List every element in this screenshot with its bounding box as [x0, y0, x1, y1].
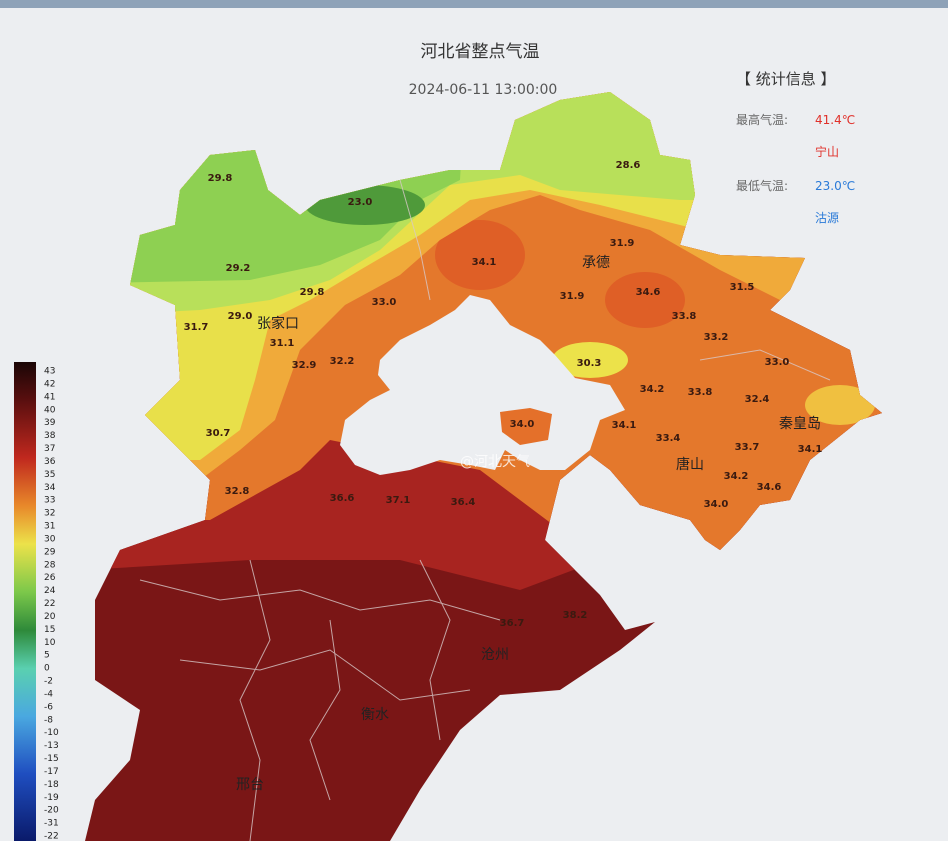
- city-name: 秦皇岛: [779, 416, 821, 432]
- legend-label: 40: [44, 405, 56, 415]
- city-name: 衡水: [361, 707, 389, 723]
- boundaries: [139, 179, 831, 841]
- legend-label: 20: [44, 612, 56, 622]
- station-value: 32.9: [292, 360, 317, 371]
- legend-label: 24: [44, 586, 56, 596]
- station-value: 33.0: [372, 297, 397, 308]
- station-value: 36.4: [451, 497, 476, 508]
- city-name: 张家口: [257, 315, 299, 332]
- station-value: 29.8: [208, 173, 233, 184]
- station-value: 34.0: [510, 419, 535, 430]
- station-value: 32.2: [330, 356, 355, 367]
- station-value: 31.9: [610, 238, 635, 249]
- legend-label: 29: [44, 547, 56, 557]
- legend-label: 26: [44, 573, 56, 583]
- legend-label: -6: [44, 702, 53, 712]
- station-value: 32.8: [225, 486, 250, 497]
- station-value: 34.1: [472, 257, 497, 268]
- legend-label: 41: [44, 392, 55, 402]
- station-value: 34.0: [704, 499, 729, 510]
- station-value: 29.0: [228, 311, 253, 322]
- max-value: 41.4℃: [815, 113, 855, 127]
- legend-label: 0: [44, 664, 50, 674]
- station-value: 37.1: [386, 495, 411, 506]
- beijing-tianjin-area: [340, 295, 625, 475]
- max-label: 最高气温:: [736, 112, 788, 127]
- legend-label: 38: [44, 431, 56, 441]
- top-bar: [0, 0, 948, 8]
- legend-label: -18: [44, 780, 59, 790]
- legend-label: -4: [44, 689, 53, 699]
- tianjin-patch: [500, 408, 552, 445]
- watermark: @河北天气: [460, 454, 530, 470]
- legend-label: 15: [44, 625, 55, 635]
- station-value: 28.6: [616, 160, 641, 171]
- station-value: 36.6: [330, 493, 355, 504]
- legend-label: 5: [44, 651, 50, 661]
- legend-label: -20: [44, 806, 59, 816]
- legend-colorbar: [14, 362, 36, 841]
- station-value: 34.6: [757, 482, 782, 493]
- city-name: 沧州: [481, 646, 509, 663]
- station-value: 32.4: [745, 394, 770, 405]
- station-value: 31.1: [270, 338, 295, 349]
- legend-label: -15: [44, 754, 59, 764]
- legend-label: 36: [44, 457, 56, 467]
- legend-label: 37: [44, 444, 55, 454]
- legend-label: 43: [44, 367, 55, 377]
- station-value: 33.7: [735, 442, 760, 453]
- min-value: 23.0℃: [815, 179, 855, 193]
- legend-label: 31: [44, 522, 55, 532]
- title: 河北省整点气温: [421, 42, 540, 62]
- station-value: 38.2: [563, 610, 588, 621]
- legend-label: -13: [44, 741, 59, 751]
- station-value: 29.8: [300, 287, 325, 298]
- legend-label: 33: [44, 496, 55, 506]
- station-value: 31.9: [560, 291, 585, 302]
- station-value: 34.1: [612, 420, 637, 431]
- legend-label: 32: [44, 509, 55, 519]
- station-value: 34.2: [724, 471, 749, 482]
- max-station: 宁山: [815, 144, 839, 159]
- timestamp: 2024-06-11 13:00:00: [409, 82, 558, 98]
- legend-label: 22: [44, 599, 55, 609]
- station-value: 34.2: [640, 384, 665, 395]
- station-value: 33.4: [656, 433, 681, 444]
- legend-label: -8: [44, 715, 53, 725]
- legend-label: 39: [44, 418, 56, 428]
- station-value: 33.8: [672, 311, 697, 322]
- city-name: 邢台: [236, 777, 264, 793]
- legend-label: -17: [44, 767, 59, 777]
- station-value: 36.7: [500, 618, 525, 629]
- station-value: 23.0: [348, 197, 373, 208]
- city-name: 唐山: [676, 456, 704, 473]
- legend-label: -22: [44, 832, 59, 841]
- station-value: 30.7: [206, 428, 231, 439]
- station-value: 29.2: [226, 263, 251, 274]
- station-value: 31.7: [184, 322, 209, 333]
- station-value: 33.8: [688, 387, 713, 398]
- station-value: 30.3: [577, 358, 602, 369]
- stats-heading: 【 统计信息 】: [736, 70, 836, 88]
- station-value: 31.5: [730, 282, 755, 293]
- min-label: 最低气温:: [736, 178, 788, 193]
- legend-label: 28: [44, 560, 56, 570]
- legend-label: 30: [44, 534, 56, 544]
- station-value: 34.6: [636, 287, 661, 298]
- min-station: 沽源: [815, 211, 839, 225]
- legend-label: -31: [44, 819, 59, 829]
- legend-label: -19: [44, 793, 59, 803]
- legend-label: 35: [44, 470, 55, 480]
- city-name: 承德: [582, 255, 610, 271]
- station-value: 33.2: [704, 332, 729, 343]
- legend-label: 42: [44, 379, 55, 389]
- legend-label: 10: [44, 638, 56, 648]
- legend-label: 34: [44, 483, 56, 493]
- station-value: 34.1: [798, 444, 823, 455]
- station-value: 33.0: [765, 357, 790, 368]
- legend-label: -10: [44, 728, 59, 738]
- legend-label: -2: [44, 677, 53, 687]
